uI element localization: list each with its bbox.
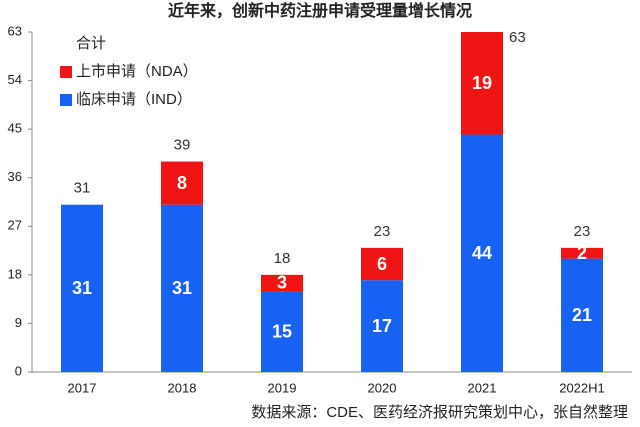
legend-label: 临床申请（IND） [76, 91, 192, 108]
data-label: 31 [72, 278, 92, 298]
data-label: 31 [172, 278, 192, 298]
x-tick-label: 2019 [268, 380, 297, 395]
bar-segment [261, 291, 303, 372]
data-label: 17 [372, 316, 392, 336]
bar-segment [161, 161, 203, 205]
y-tick-label: 0 [15, 363, 22, 378]
y-tick-label: 45 [8, 121, 22, 136]
bar-segment [161, 204, 203, 372]
y-tick-label: 9 [15, 315, 22, 330]
y-tick-label: 63 [8, 23, 22, 38]
data-label: 8 [177, 173, 187, 193]
chart-title: 近年来，创新中药注册申请受理量增长情况 [168, 1, 472, 20]
total-label: 31 [74, 180, 91, 197]
bar-segment [361, 247, 403, 281]
total-label: 39 [174, 136, 191, 153]
y-tick-label: 36 [8, 169, 22, 184]
data-label: 21 [572, 305, 592, 325]
x-tick-label: 2017 [68, 380, 97, 395]
bar-segment [61, 204, 103, 372]
x-tick-label: 2020 [368, 380, 397, 395]
bar-segment [461, 32, 503, 135]
x-tick-label: 2018 [168, 380, 197, 395]
data-label: 44 [472, 243, 492, 263]
x-tick-label: 2022H1 [559, 380, 605, 395]
x-tick-label: 2021 [468, 380, 497, 395]
data-label: 15 [272, 321, 292, 341]
data-label: 19 [472, 73, 492, 93]
legend-swatch [60, 66, 72, 78]
legend-swatch [60, 94, 72, 106]
bar-segment [561, 258, 603, 372]
legend-label: 合计 [76, 35, 106, 52]
y-tick-label: 54 [8, 72, 22, 87]
bar-segment [561, 247, 603, 259]
total-label: 63 [509, 29, 526, 46]
data-label: 6 [377, 254, 387, 274]
legend-label: 上市申请（NDA） [76, 63, 198, 80]
bar-segment [361, 280, 403, 372]
bar-segment [261, 274, 303, 292]
data-label: 3 [277, 273, 287, 293]
total-label: 23 [574, 223, 591, 240]
total-label: 18 [274, 250, 291, 267]
data-label: 2 [577, 243, 587, 263]
source-note: 数据来源：CDE、医药经济报研究策划中心，张自然整理 [251, 404, 628, 421]
y-tick-label: 27 [8, 218, 22, 233]
bar-segment [461, 134, 503, 372]
total-label: 23 [374, 223, 391, 240]
y-tick-label: 18 [8, 266, 22, 281]
